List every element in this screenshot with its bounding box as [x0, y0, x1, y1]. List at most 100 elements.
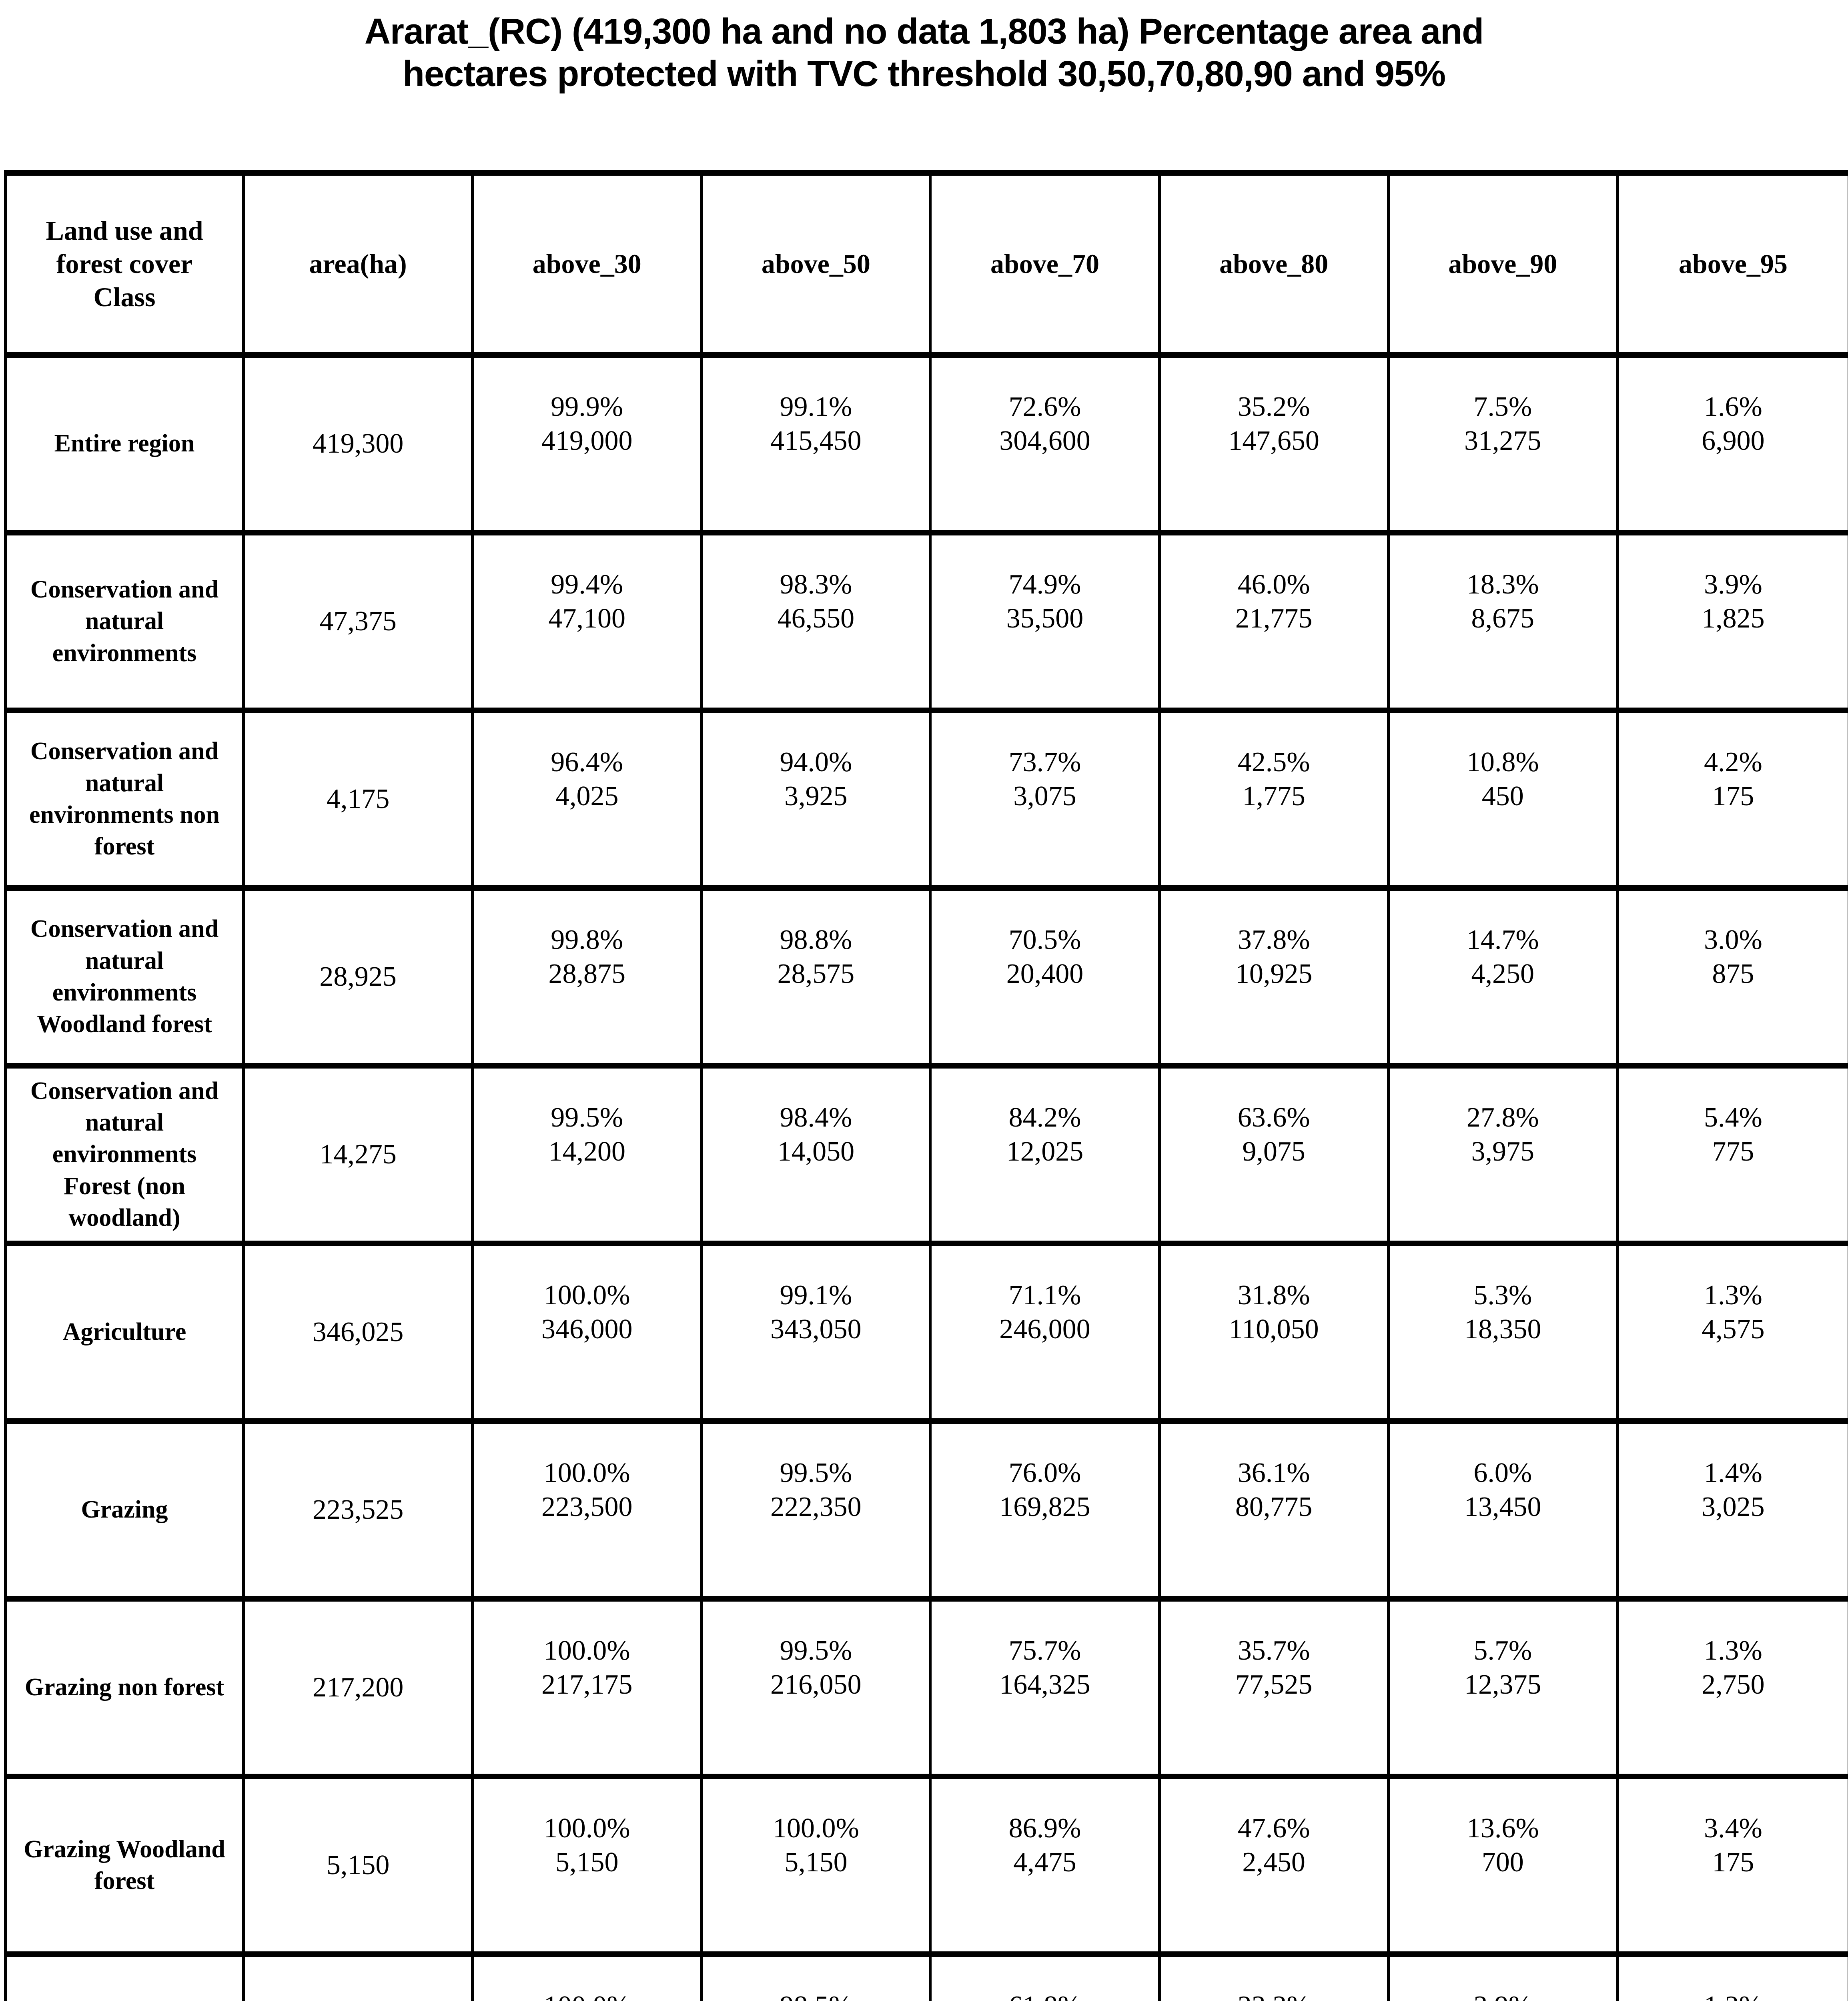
percent-value: 35.7% — [1237, 1635, 1310, 1666]
hectares-value: 21,775 — [1235, 603, 1313, 634]
hectares-value: 3,025 — [1702, 1492, 1765, 1522]
hectares-value: 217,175 — [541, 1669, 633, 1700]
percent-value: 46.0% — [1237, 569, 1310, 600]
percent-value: 1.3% — [1704, 1635, 1762, 1666]
hectares-value: 164,325 — [999, 1669, 1090, 1700]
hectares-value: 4,250 — [1471, 958, 1535, 989]
percent-value: 98.5% — [771, 1989, 861, 2001]
percent-value: 14.7% — [1466, 924, 1539, 955]
percent-value: 99.1% — [780, 391, 852, 422]
percent-value: 3.9% — [1471, 1989, 1535, 2001]
row-label: Entire region — [7, 358, 245, 535]
threshold-cell-above-80: 63.6% 9,075 — [1161, 1069, 1390, 1246]
hectares-value: 450 — [1481, 781, 1524, 812]
threshold-cell-above-90: 6.0% 13,450 — [1389, 1424, 1619, 1602]
hectares-value: 343,050 — [770, 1314, 862, 1345]
threshold-cell-above-90: 27.8% 3,975 — [1389, 1069, 1619, 1246]
hectares-value: 3,925 — [784, 781, 848, 812]
hectares-value: 419,000 — [541, 425, 633, 456]
row-label: Conservation and natural environments Fo… — [7, 1069, 245, 1246]
threshold-cell-above-50: 99.1% 343,050 — [703, 1246, 932, 1424]
percent-value: 5.3% — [1473, 1279, 1532, 1311]
threshold-cell-above-90: 18.3% 8,675 — [1389, 535, 1619, 713]
hectares-value: 77,525 — [1235, 1669, 1313, 1700]
percent-value: 100.0% — [543, 1457, 630, 1488]
hectares-value: 12,025 — [1006, 1136, 1084, 1167]
percent-value: 98.3% — [780, 569, 852, 600]
percent-value: 27.8% — [1466, 1102, 1539, 1133]
area-value: 217,200 — [245, 1602, 474, 1779]
threshold-cell-above-95: 5.4% 775 — [1618, 1069, 1848, 1246]
column-header-above-80: above_80 — [1161, 176, 1390, 358]
threshold-cell-above-95: 4.2% 175 — [1618, 713, 1848, 891]
area-value: 5,150 — [245, 1779, 474, 1957]
percent-value: 4.2% — [1704, 746, 1762, 778]
threshold-cell-above-30: 100.0% 5,150 — [474, 1779, 703, 1957]
threshold-cell-above-95: 3.4% 175 — [1618, 1779, 1848, 1957]
percent-value: 100.0% — [541, 1989, 633, 2001]
percent-value: 100.0% — [543, 1813, 630, 1844]
threshold-cell-above-50: 99.5% 216,050 — [703, 1602, 932, 1779]
threshold-cell-above-90: 5.3% 18,350 — [1389, 1246, 1619, 1424]
title-line-1: Ararat_(RC) (419,300 ha and no data 1,80… — [364, 12, 1484, 52]
threshold-cell-above-50: 98.3% 46,550 — [703, 535, 932, 713]
percent-value: 99.8% — [551, 924, 623, 955]
threshold-cell-above-70: 73.7% 3,075 — [932, 713, 1161, 891]
threshold-cell-above-50: 100.0% 5,150 — [703, 1779, 932, 1957]
area-value: 121,175 — [245, 1957, 474, 2001]
column-header-above-30: above_30 — [474, 176, 703, 358]
hectares-value: 415,450 — [770, 425, 862, 456]
hectares-value: 18,350 — [1464, 1314, 1541, 1345]
threshold-cell-above-30: 99.8% 28,875 — [474, 891, 703, 1069]
hectares-value: 12,375 — [1464, 1669, 1541, 1700]
area-value: 28,925 — [245, 891, 474, 1069]
hectares-value: 4,025 — [555, 781, 619, 812]
hectares-value: 28,575 — [777, 958, 855, 989]
row-label: Conservation and natural environments — [7, 535, 245, 713]
hectares-value: 169,825 — [999, 1492, 1090, 1522]
hectares-value: 20,400 — [1006, 958, 1084, 989]
hectares-value: 4,475 — [1013, 1847, 1076, 1878]
percent-value: 75.7% — [1008, 1635, 1081, 1666]
hectares-value: 175 — [1712, 781, 1754, 812]
percent-value: 13.6% — [1466, 1813, 1539, 1844]
hectares-value: 6,900 — [1702, 425, 1765, 456]
hectares-value: 80,775 — [1235, 1492, 1313, 1522]
hectares-value: 14,200 — [548, 1136, 625, 1167]
hectares-value: 1,775 — [1242, 781, 1305, 812]
percent-value: 86.9% — [1008, 1813, 1081, 1844]
hectares-value: 13,450 — [1464, 1492, 1541, 1522]
hectares-value: 5,150 — [784, 1847, 848, 1878]
hectares-value: 346,000 — [541, 1314, 633, 1345]
hectares-value: 28,875 — [548, 958, 625, 989]
title-line-2: hectares protected with TVC threshold 30… — [403, 54, 1446, 94]
threshold-cell-above-50: 98.5%119,375 — [703, 1957, 932, 2001]
threshold-cell-above-80: 35.2% 147,650 — [1161, 358, 1390, 535]
threshold-cell-above-30: 99.9% 419,000 — [474, 358, 703, 535]
hectares-value: 1,825 — [1702, 603, 1765, 634]
column-header-above-95: above_95 — [1618, 176, 1848, 358]
threshold-cell-above-70: 86.9% 4,475 — [932, 1779, 1161, 1957]
hectares-value: 110,050 — [1229, 1314, 1319, 1345]
percent-value: 1.2% — [1702, 1989, 1765, 2001]
percent-value: 5.7% — [1473, 1635, 1532, 1666]
row-label: Grazing — [7, 1424, 245, 1602]
threshold-cell-above-80: 31.8% 110,050 — [1161, 1246, 1390, 1424]
percent-value: 99.5% — [780, 1457, 852, 1488]
threshold-cell-above-70: 70.5% 20,400 — [932, 891, 1161, 1069]
threshold-cell-above-70: 72.6% 304,600 — [932, 358, 1161, 535]
hectares-value: 3,075 — [1013, 781, 1076, 812]
percent-value: 1.3% — [1704, 1279, 1762, 1311]
percent-value: 61.8% — [1006, 1989, 1084, 2001]
threshold-cell-above-90: 3.9%4,675 — [1390, 1957, 1619, 2001]
area-value: 14,275 — [245, 1069, 474, 1246]
threshold-cell-above-70: 74.9% 35,500 — [932, 535, 1161, 713]
percent-value: 71.1% — [1008, 1279, 1081, 1311]
threshold-cell-above-50: 99.1% 415,450 — [703, 358, 932, 535]
threshold-cell-above-95: 1.4% 3,025 — [1618, 1424, 1848, 1602]
hectares-value: 4,575 — [1702, 1314, 1765, 1345]
hectares-value: 35,500 — [1006, 603, 1084, 634]
percent-value: 63.6% — [1237, 1102, 1310, 1133]
hectares-value: 47,100 — [548, 603, 625, 634]
percent-value: 100.0% — [543, 1635, 630, 1666]
